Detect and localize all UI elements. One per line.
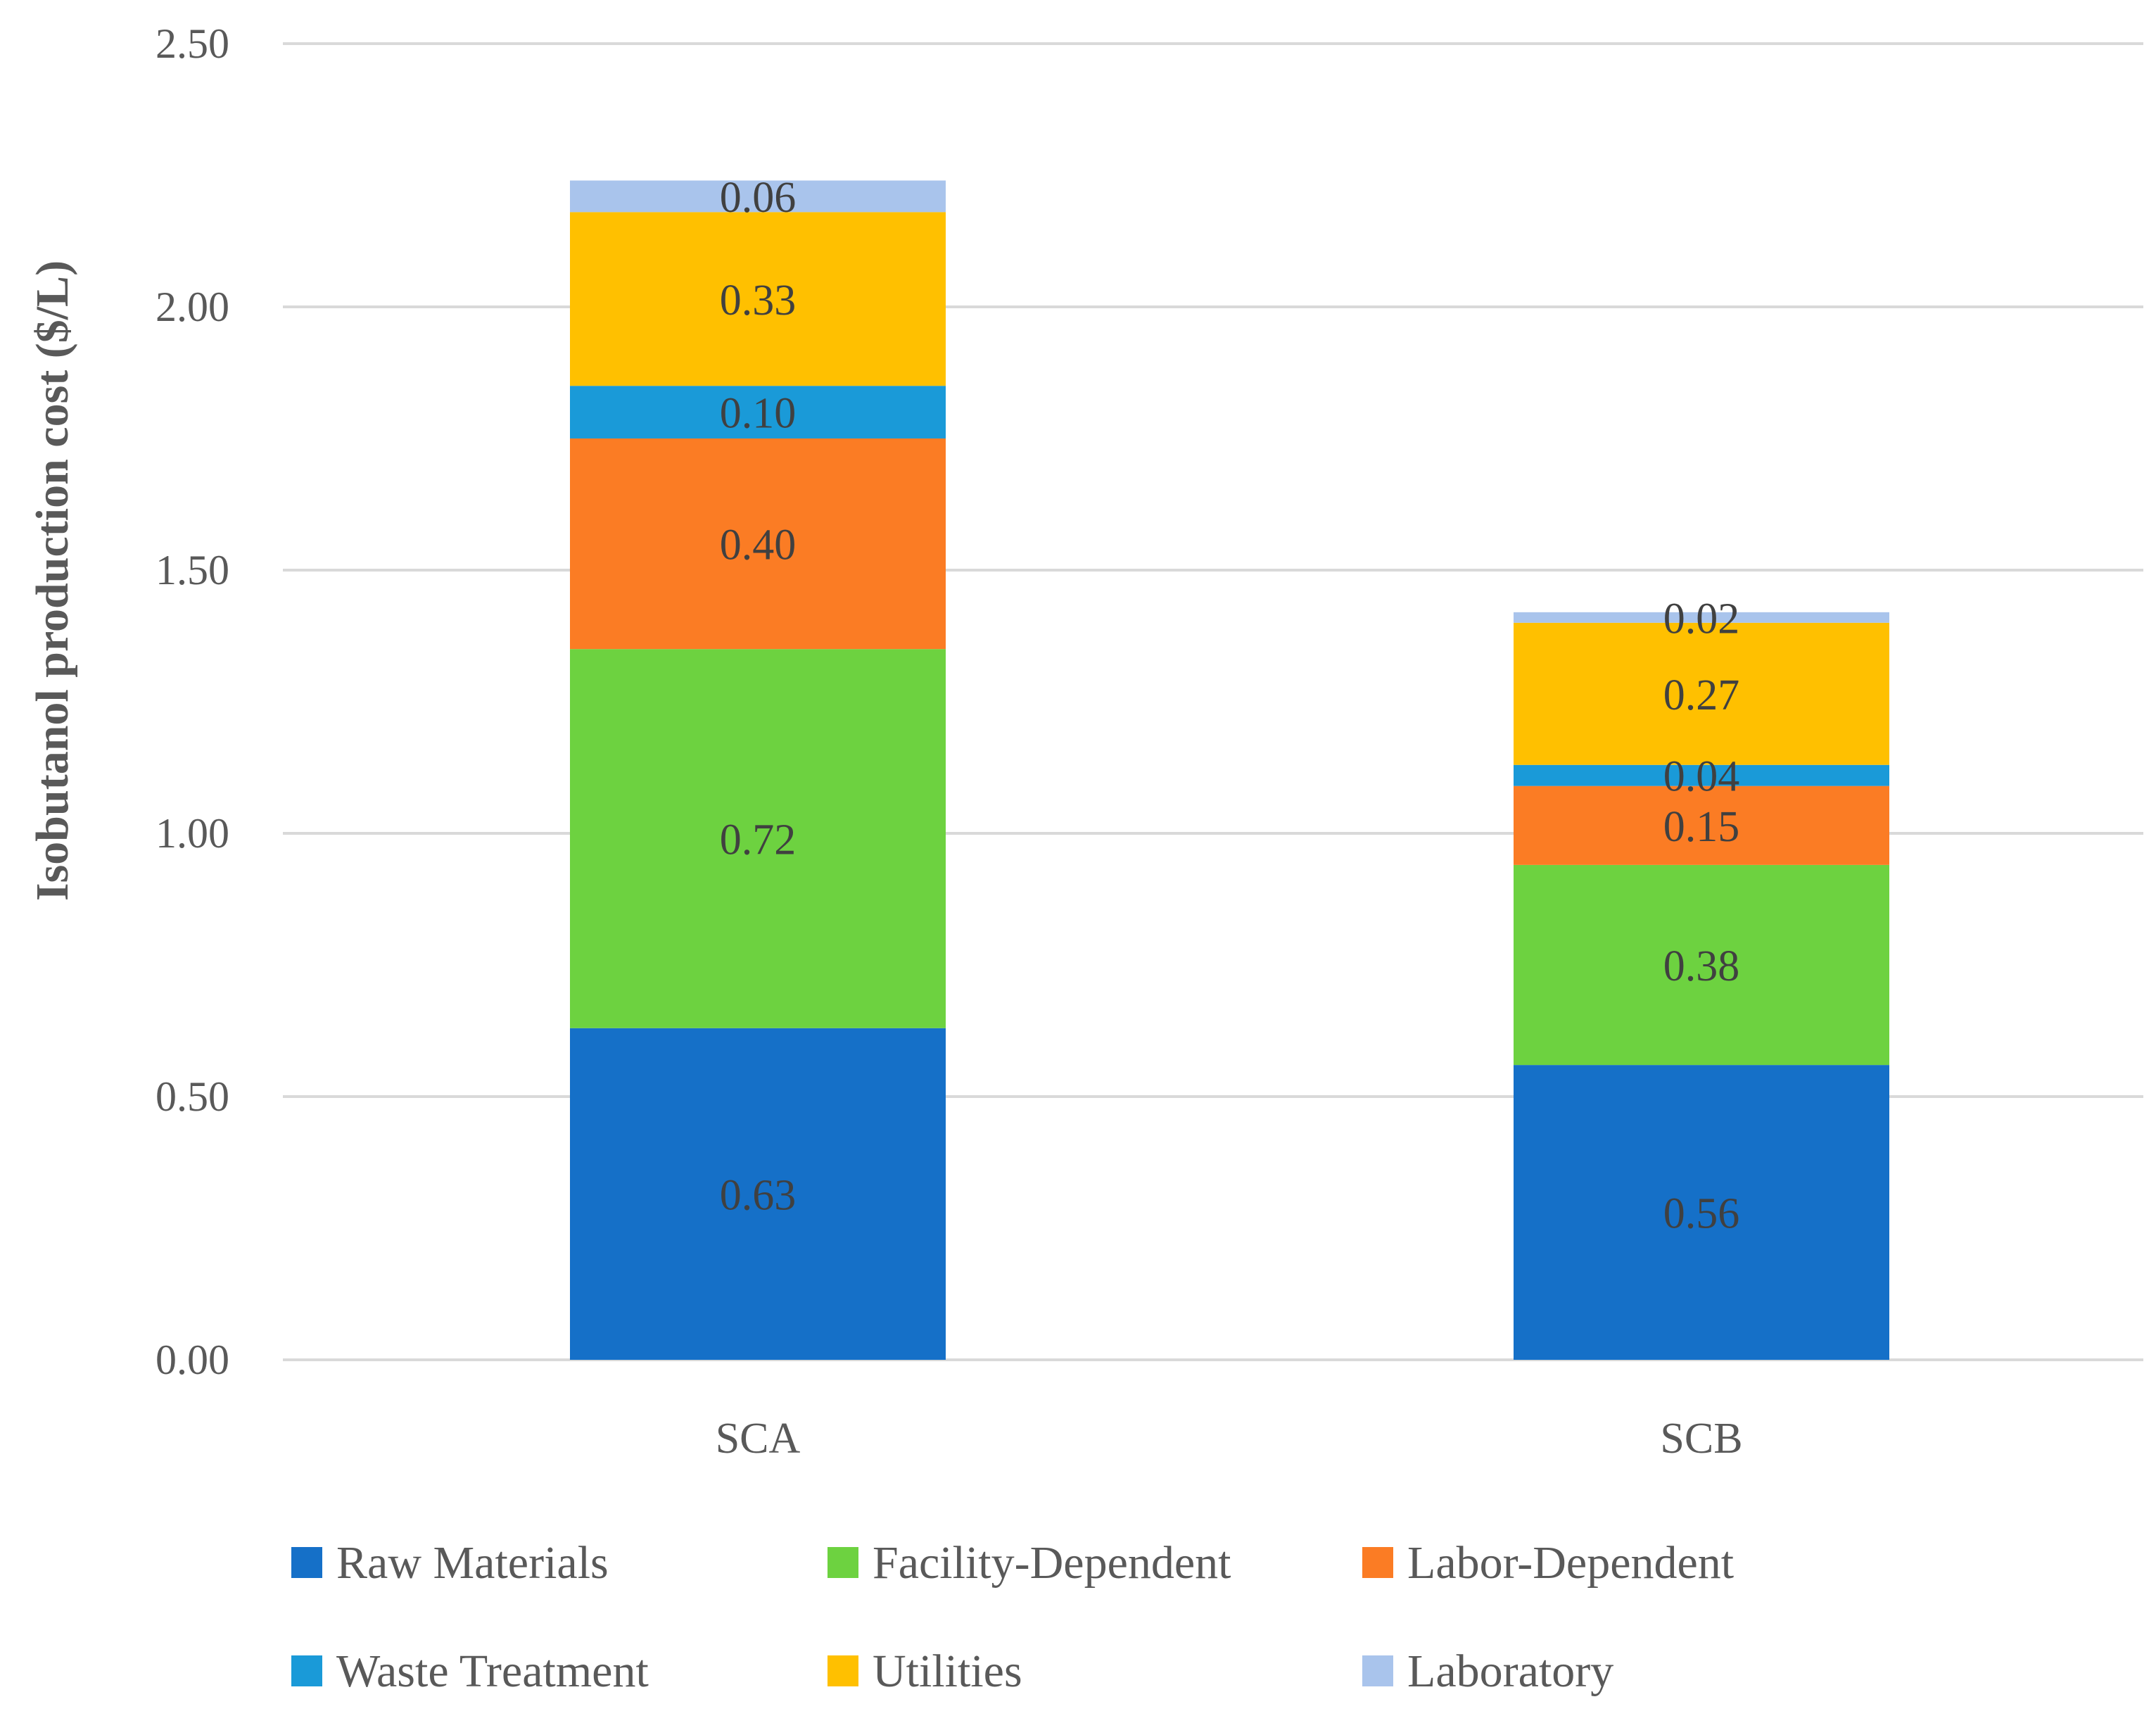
y-tick-label: 0.00 <box>156 1337 229 1383</box>
legend-swatch <box>827 1655 858 1686</box>
bar-segment <box>1514 612 1889 623</box>
legend-swatch <box>1362 1655 1393 1686</box>
data-label: 0.38 <box>1663 942 1740 990</box>
y-axis-ticks: 0.00 0.50 1.00 1.50 2.00 2.50 <box>156 20 229 1383</box>
x-axis-categories: SCA SCB <box>716 1415 1743 1463</box>
y-axis-label: Isobutanol production cost ($/L) <box>27 260 78 901</box>
legend-label: Utilities <box>873 1646 1022 1697</box>
legend: Raw Materials Facility-Dependent Labor-Dep… <box>291 1537 1734 1697</box>
legend-label: Raw Materials <box>336 1537 609 1589</box>
data-label: 0.06 <box>720 174 797 222</box>
bar-segment <box>570 212 946 386</box>
bar-segment <box>1514 864 1889 1066</box>
bar-segment <box>1514 1065 1889 1360</box>
legend-label: Labor-Dependent <box>1407 1537 1734 1589</box>
bar-segment <box>570 438 946 650</box>
bar-segments <box>570 180 1889 1360</box>
data-label: 0.04 <box>1663 753 1740 801</box>
legend-label: Waste Treatment <box>336 1646 649 1697</box>
legend-label: Facility-Dependent <box>873 1537 1231 1589</box>
x-category-label: SCA <box>716 1415 801 1463</box>
data-label: 0.02 <box>1663 595 1740 643</box>
data-label: 0.72 <box>720 816 797 864</box>
data-label: 0.33 <box>720 277 797 324</box>
data-label: 0.56 <box>1663 1190 1740 1238</box>
legend-swatch <box>291 1547 322 1578</box>
bar-segment <box>1514 764 1889 786</box>
bar-segment <box>570 1028 946 1360</box>
x-category-label: SCB <box>1660 1415 1742 1463</box>
y-tick-label: 0.50 <box>156 1073 229 1120</box>
legend-swatch <box>1362 1547 1393 1578</box>
data-label: 0.40 <box>720 522 797 569</box>
data-labels: 0.63 0.72 0.40 0.10 0.33 0.06 0.56 0.38 0.150.04… <box>720 174 1740 1238</box>
data-label: 0.15 <box>1663 803 1740 851</box>
data-label: 0.10 <box>720 390 797 438</box>
bar-segment <box>1514 785 1889 865</box>
data-label: 0.27 <box>1663 671 1740 719</box>
bar-segment <box>1514 622 1889 765</box>
y-tick-label: 2.50 <box>156 20 229 67</box>
bar-segment <box>570 649 946 1028</box>
legend-label: Laboratory <box>1407 1646 1613 1697</box>
y-tick-label: 1.00 <box>156 810 229 857</box>
y-tick-label: 1.50 <box>156 547 229 593</box>
bar-segment <box>570 180 946 213</box>
legend-swatch <box>291 1655 322 1686</box>
bar-segment <box>570 386 946 438</box>
data-label: 0.63 <box>720 1171 797 1219</box>
legend-swatch <box>827 1547 858 1578</box>
y-tick-label: 2.00 <box>156 284 229 330</box>
